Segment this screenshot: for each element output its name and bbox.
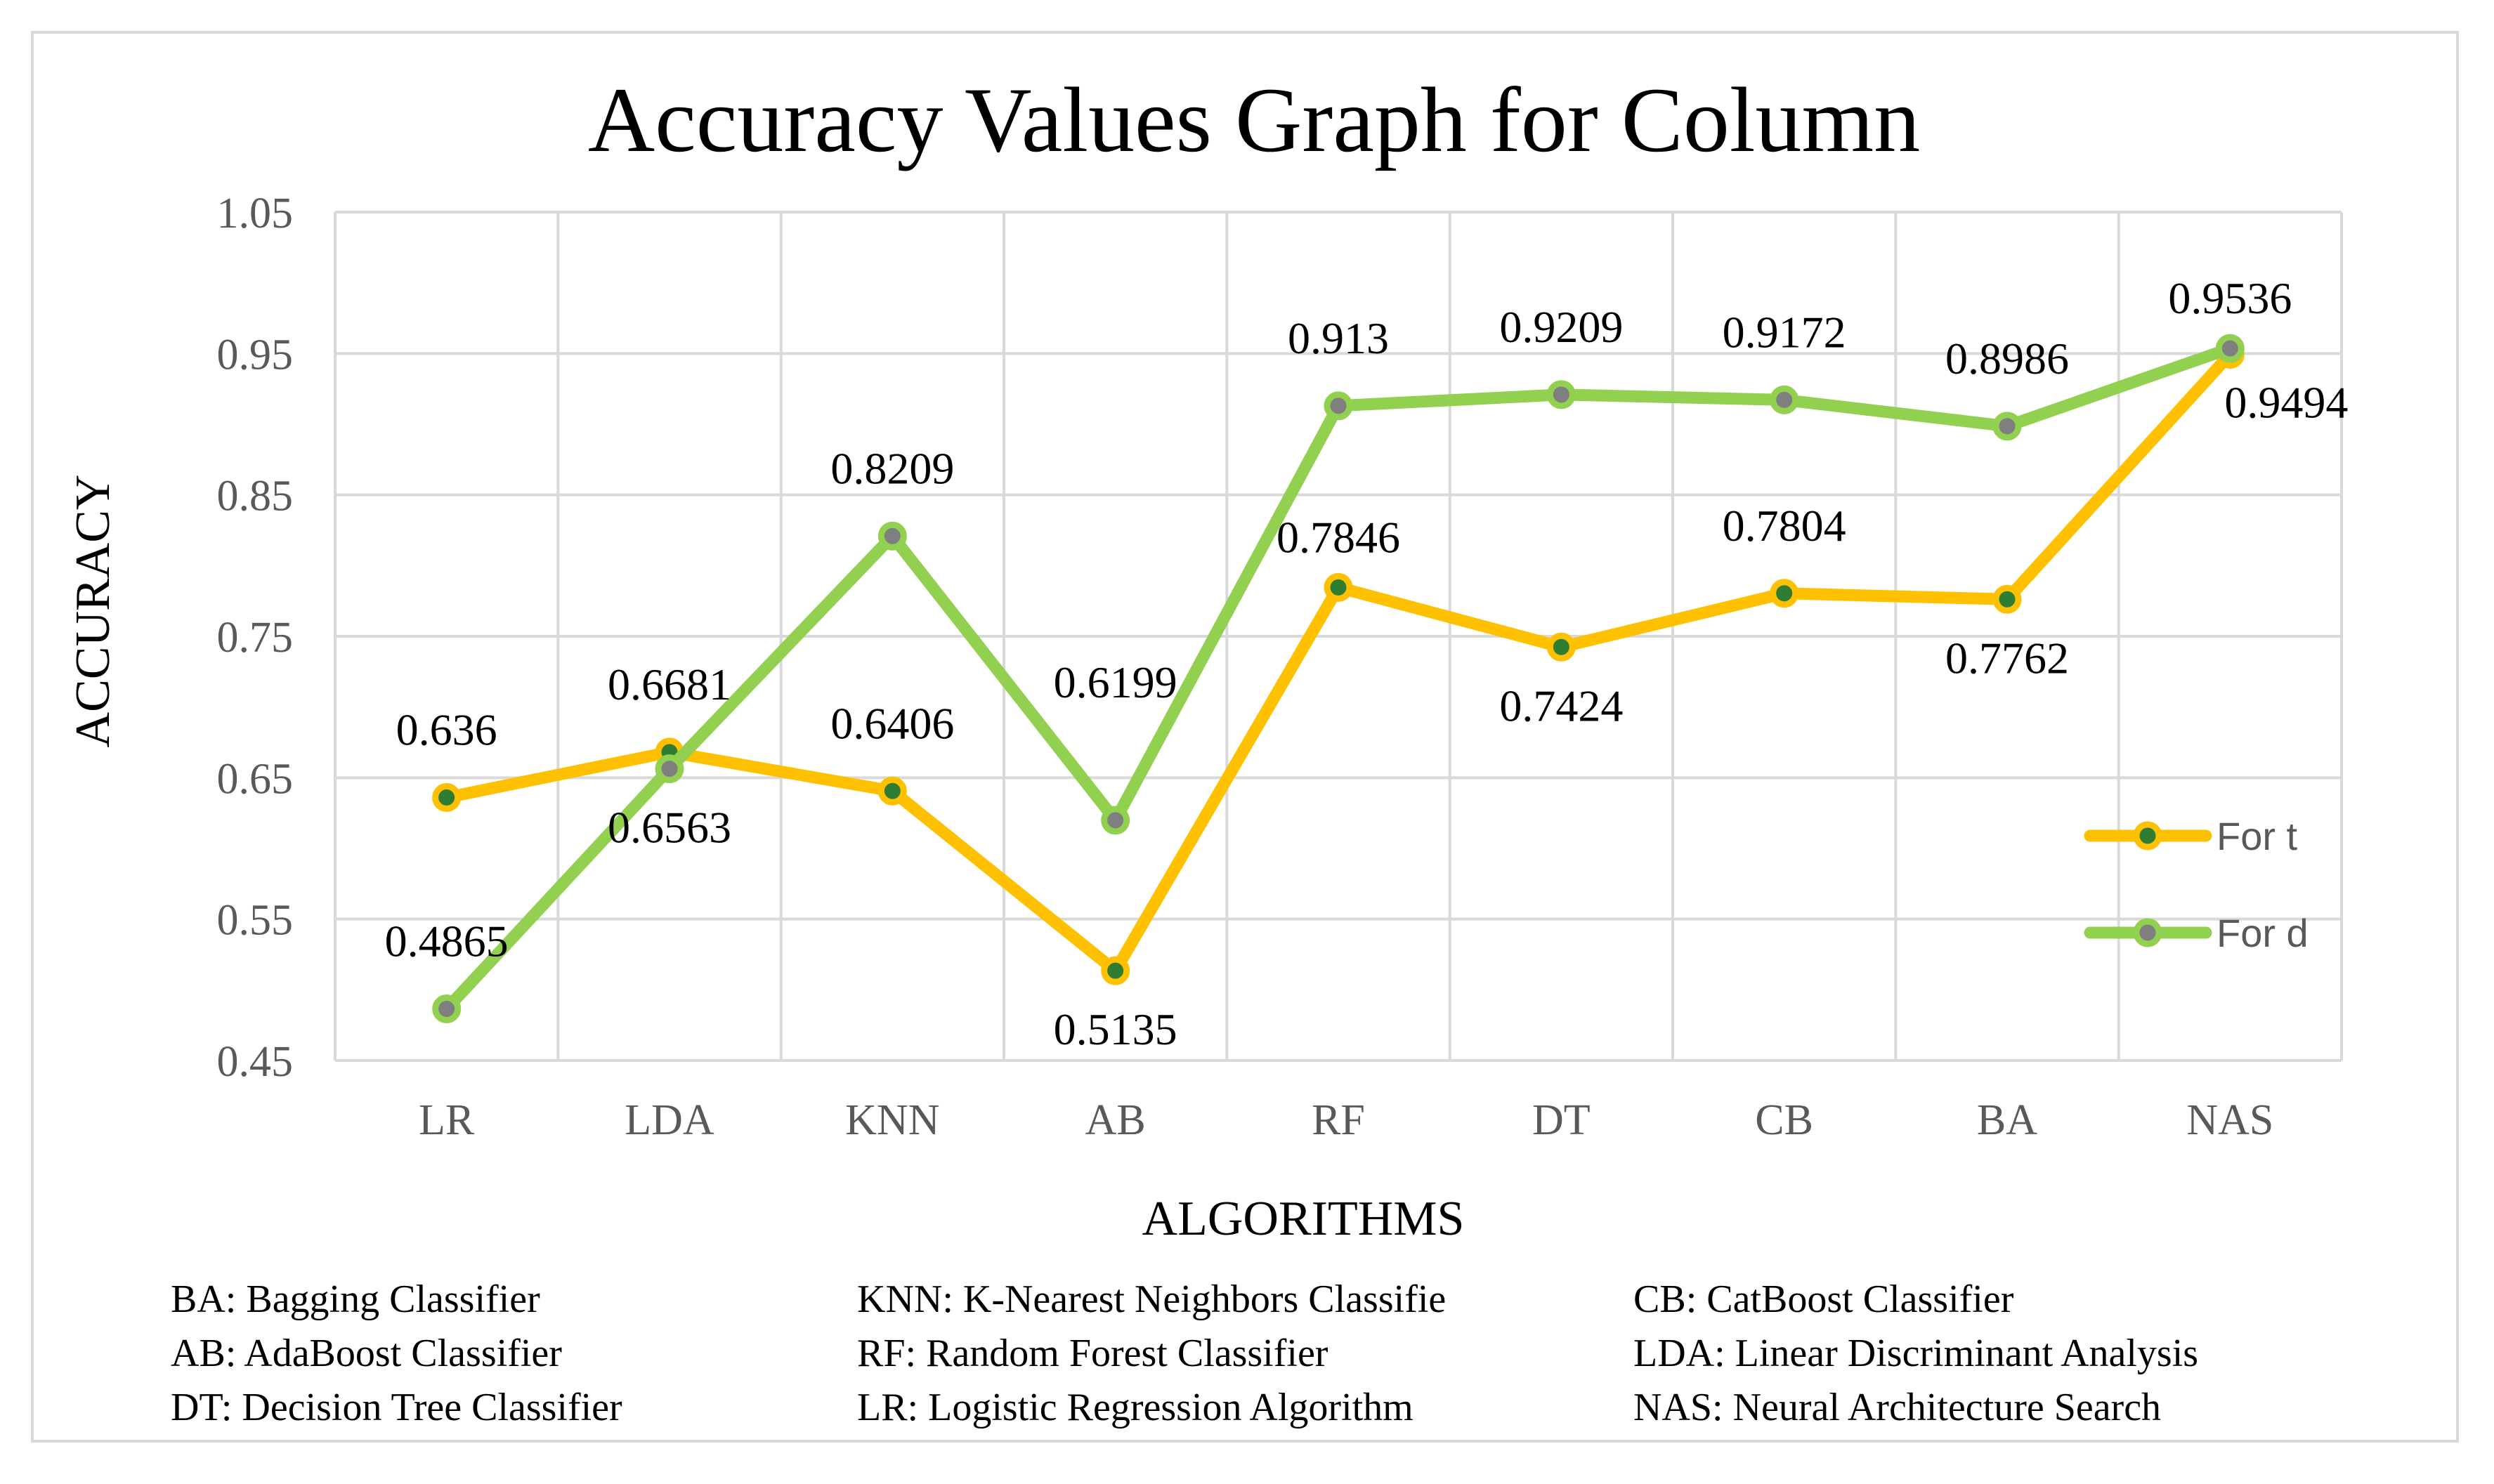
data-label-for-t: 0.7424	[1499, 681, 1623, 730]
data-point-for-t	[432, 783, 462, 813]
abbreviation-item: KNN: K-Nearest Neighbors Classifie	[857, 1278, 1446, 1321]
data-label-for-t: 0.6681	[608, 659, 731, 709]
gridlines	[334, 211, 2343, 1062]
y-axis-ticks: 0.45 0.55 0.65 0.75 0.85 0.95 1.05	[217, 190, 294, 1086]
data-labels: 0.636 0.6681 0.6406 0.5135 0.7846 0.7424 0.780…	[385, 273, 2349, 1054]
x-tick-label: BA	[1977, 1096, 2037, 1144]
x-tick-label: RF	[1312, 1096, 1365, 1144]
data-point-for-t	[1546, 632, 1576, 662]
data-point-for-t	[877, 776, 907, 806]
data-label-for-d: 0.8986	[1945, 334, 2069, 383]
y-axis-title: ACCURACY	[66, 475, 120, 748]
data-point-for-d	[1101, 806, 1130, 835]
data-label-for-d: 0.9536	[2168, 273, 2292, 323]
data-label-for-d: 0.6563	[608, 803, 731, 853]
y-tick-label: 0.85	[217, 473, 294, 520]
x-tick-label: CB	[1755, 1096, 1813, 1144]
legend-marker-for-d	[2133, 918, 2162, 947]
data-label-for-t: 0.5135	[1054, 1004, 1177, 1054]
y-tick-label: 0.75	[217, 614, 294, 662]
data-point-for-d	[1324, 391, 1353, 421]
data-label-for-d: 0.4865	[385, 917, 509, 966]
y-tick-label: 0.45	[217, 1038, 294, 1086]
data-label-for-t: 0.6406	[830, 698, 954, 748]
chart-title: Accuracy Values Graph for Column	[588, 68, 1920, 171]
data-point-for-t	[1770, 579, 1799, 608]
y-tick-label: 1.05	[217, 190, 294, 237]
data-label-for-t: 0.9494	[2224, 378, 2348, 428]
abbreviation-item: AB: AdaBoost Classifier	[171, 1332, 562, 1375]
x-tick-label: DT	[1532, 1096, 1591, 1144]
abbreviation-item: BA: Bagging Classifier	[171, 1278, 540, 1321]
data-label-for-t: 0.7804	[1723, 501, 1846, 551]
data-label-for-d: 0.913	[1288, 313, 1389, 363]
data-point-for-d	[655, 754, 684, 784]
x-tick-label: LDA	[625, 1096, 714, 1144]
data-label-for-t: 0.636	[396, 705, 497, 755]
data-label-for-d: 0.9209	[1499, 302, 1623, 352]
abbreviation-item: DT: Decision Tree Classifier	[171, 1386, 622, 1429]
abbreviation-key: BA: Bagging Classifier KNN: K-Nearest Nei…	[171, 1278, 2198, 1429]
x-axis-ticks: LR LDA KNN AB RF DT CB BA NAS	[419, 1096, 2273, 1144]
x-tick-label: AB	[1085, 1096, 1146, 1144]
data-label-for-d: 0.9172	[1723, 307, 1846, 357]
data-label-for-t: 0.7762	[1945, 633, 2069, 683]
y-tick-label: 0.55	[217, 897, 294, 945]
x-tick-label: NAS	[2186, 1096, 2273, 1144]
data-label-for-d: 0.6199	[1054, 657, 1177, 707]
legend-label-for-t: For t	[2216, 814, 2298, 858]
data-point-for-d	[432, 994, 462, 1024]
abbreviation-item: CB: CatBoost Classifier	[1633, 1278, 2014, 1321]
x-axis-title: ALGORITHMS	[1142, 1192, 1465, 1246]
legend-marker-for-t	[2133, 821, 2162, 851]
series-lines	[432, 334, 2245, 1024]
data-point-for-t	[1324, 572, 1353, 602]
data-point-for-d	[1770, 385, 1799, 414]
data-point-for-t	[1992, 584, 2022, 614]
legend-label-for-d: For d	[2216, 911, 2309, 955]
abbreviation-item: RF: Random Forest Classifier	[857, 1332, 1328, 1375]
data-point-for-d	[1992, 412, 2022, 441]
data-point-for-t	[1101, 956, 1130, 985]
data-point-for-d	[877, 521, 907, 551]
y-tick-label: 0.65	[217, 755, 294, 803]
abbreviation-item: NAS: Neural Architecture Search	[1633, 1386, 2161, 1429]
abbreviation-item: LDA: Linear Discriminant Analysis	[1633, 1332, 2198, 1375]
data-point-for-d	[2215, 334, 2245, 363]
data-label-for-t: 0.7846	[1277, 512, 1400, 562]
x-tick-label: LR	[419, 1096, 475, 1144]
x-tick-label: KNN	[845, 1096, 939, 1144]
data-label-for-d: 0.8209	[830, 443, 954, 493]
legend: For t For d	[2084, 814, 2309, 955]
abbreviation-item: LR: Logistic Regression Algorithm	[857, 1386, 1414, 1429]
data-point-for-d	[1546, 380, 1576, 409]
y-tick-label: 0.95	[217, 331, 294, 379]
